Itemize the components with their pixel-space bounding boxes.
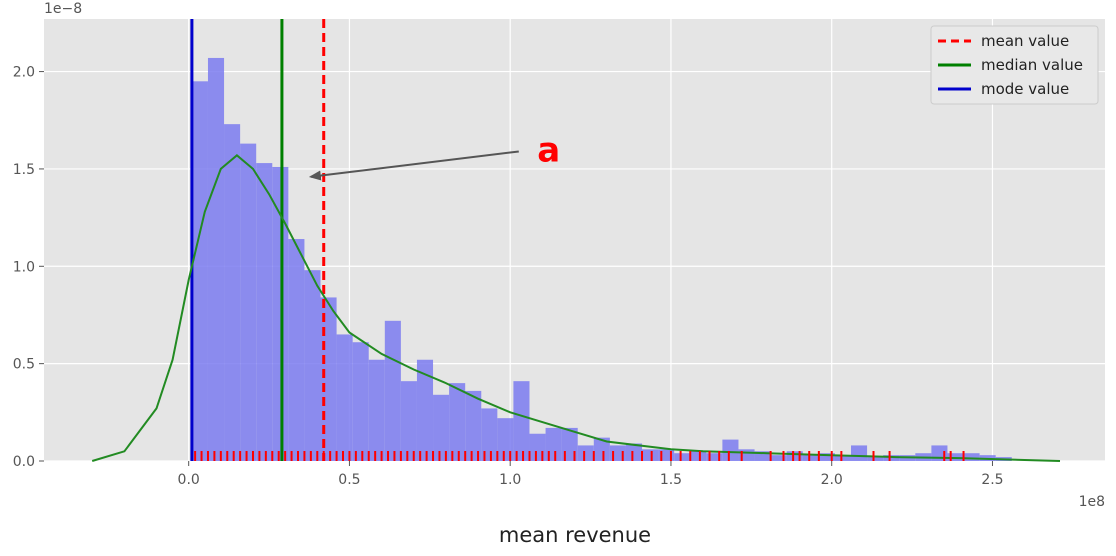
histogram-bar: [416, 359, 434, 461]
histogram-bar: [818, 453, 835, 461]
x-tick-label: 2.0: [821, 472, 843, 488]
histogram-bar: [834, 455, 852, 461]
histogram-bar: [577, 445, 594, 461]
histogram-bar: [593, 437, 610, 461]
legend-box: [930, 25, 1099, 105]
reference-lines: [190, 19, 326, 461]
rug-marks: [194, 451, 965, 461]
histogram-bar: [867, 457, 884, 461]
y-tick-label: 1.0: [13, 259, 35, 275]
legend-label: mean value: [981, 32, 1069, 50]
histogram-bar: [304, 270, 321, 461]
histogram-bar: [963, 453, 980, 461]
histogram-bar: [368, 359, 385, 461]
x-tick-label: 1.5: [660, 472, 682, 488]
histogram-bar: [288, 239, 305, 461]
histogram-bar: [722, 439, 739, 461]
kde-curve: [91, 153, 1061, 462]
histogram-bar: [770, 455, 787, 461]
histogram-bar: [738, 449, 755, 461]
histogram-bar: [690, 451, 707, 461]
histogram-bar: [674, 453, 691, 461]
histogram-bar: [625, 443, 643, 461]
x-scale-label: 1e8: [1079, 494, 1105, 510]
histogram-bar: [272, 166, 289, 462]
x-tick-label: 0.0: [178, 472, 200, 488]
histogram-bar: [786, 451, 803, 461]
histogram-bar: [191, 81, 208, 461]
y-tick-label: 2.0: [13, 65, 35, 81]
histogram-bar: [336, 334, 353, 461]
histogram-bar: [400, 381, 417, 461]
y-scale-label: 1e−8: [44, 1, 82, 17]
histogram-bar: [384, 320, 401, 461]
y-tick-label: 1.5: [13, 162, 35, 178]
histogram-bar: [207, 57, 225, 462]
legend-label: mode value: [981, 80, 1069, 98]
histogram-bar: [497, 418, 514, 461]
histogram-bar: [851, 445, 868, 461]
histogram-bar: [658, 449, 675, 461]
x-tick-label: 2.5: [981, 472, 1003, 488]
histogram-bar: [256, 163, 273, 461]
histogram-bar: [642, 449, 659, 461]
histogram-bar: [465, 390, 482, 461]
axis-ticks: 0.0 0.5 1.0 1.5 2.0 2.5 0.0 0.5 1.0 1.5 2.0: [13, 65, 1004, 488]
histogram-bar: [240, 143, 257, 461]
histogram-bars: [191, 57, 1012, 462]
histogram-bar: [481, 408, 498, 461]
histogram-bar: [706, 453, 723, 461]
legend-label: median value: [981, 56, 1083, 74]
annotation-label: a: [537, 130, 560, 170]
legend: mean value median value mode value: [930, 25, 1099, 105]
annotation: a: [308, 130, 560, 181]
histogram-bar: [754, 451, 771, 461]
histogram-bar: [802, 455, 819, 461]
histogram-bar: [883, 455, 900, 461]
histogram-bar: [320, 297, 337, 461]
y-tick-label: 0.5: [13, 357, 35, 373]
histogram-bar: [352, 342, 369, 461]
histogram-bar: [433, 394, 450, 461]
histogram-bar: [513, 381, 530, 461]
histogram-bar: [224, 124, 241, 461]
x-tick-label: 1.0: [499, 472, 521, 488]
annotation-arrow: [308, 150, 519, 181]
x-axis-label: mean revenue: [499, 523, 651, 547]
y-tick-label: 0.0: [13, 454, 35, 470]
histogram-bar: [449, 383, 466, 461]
x-tick-label: 0.5: [338, 472, 360, 488]
